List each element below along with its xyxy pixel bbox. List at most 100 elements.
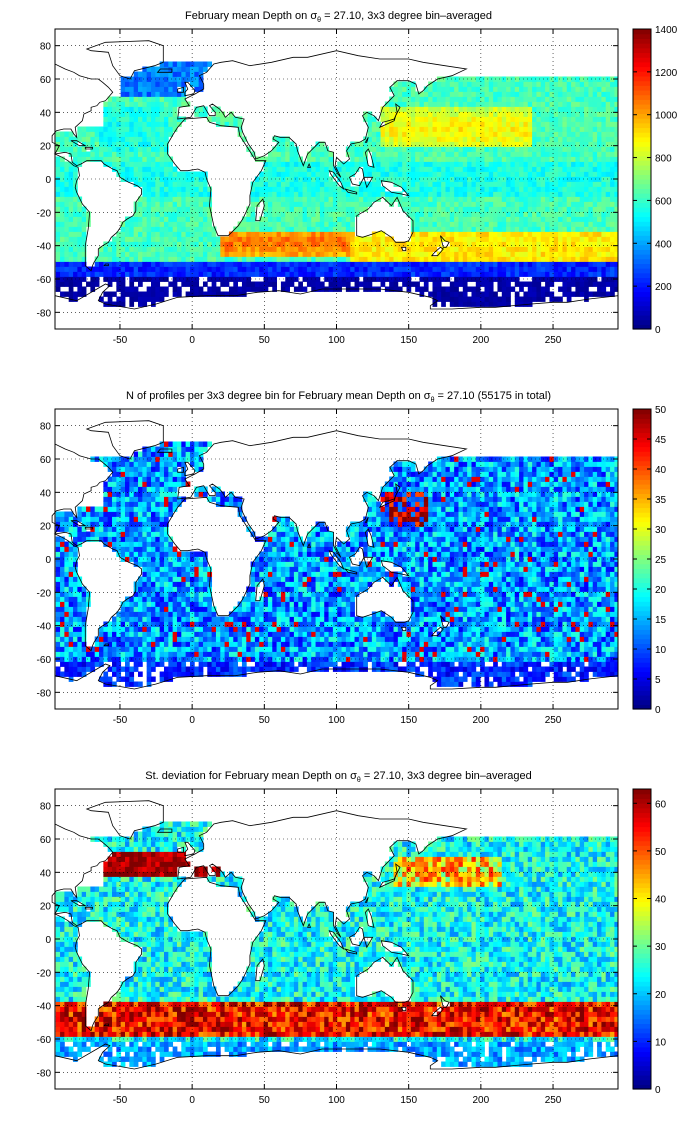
data-cell (155, 171, 161, 177)
data-cell (168, 166, 174, 172)
data-cell (176, 286, 182, 292)
colorbar-step (633, 85, 651, 91)
data-cell (497, 126, 503, 132)
data-cell (64, 541, 70, 547)
data-cell (337, 246, 342, 252)
data-cell (81, 226, 87, 232)
data-cell (211, 291, 217, 297)
data-cell (471, 176, 477, 182)
data-cell (389, 171, 394, 177)
data-cell (159, 276, 165, 282)
data-cell (64, 251, 70, 257)
data-cell (484, 96, 490, 102)
data-cell (545, 216, 550, 222)
data-cell (146, 141, 152, 147)
data-cell (506, 266, 511, 272)
data-cell (298, 191, 303, 197)
data-cell (462, 166, 468, 172)
data-cell (146, 276, 152, 282)
data-cell (138, 281, 143, 287)
data-cell (280, 156, 286, 162)
data-cell (241, 256, 247, 262)
data-cell (86, 211, 91, 217)
data-cell (423, 161, 429, 167)
data-cell (415, 126, 420, 132)
data-cell (410, 166, 416, 172)
data-cell (60, 171, 65, 177)
data-cell (276, 146, 282, 152)
data-cell (138, 101, 143, 107)
data-cell (64, 231, 70, 237)
data-cell (454, 266, 459, 272)
data-cell (423, 221, 429, 227)
data-cell (367, 246, 373, 252)
data-cell (112, 671, 117, 677)
data-cell (350, 266, 355, 272)
data-cell (471, 121, 477, 127)
data-cell (259, 236, 264, 242)
data-cell (55, 581, 61, 587)
data-cell (415, 246, 420, 252)
data-cell (510, 86, 516, 92)
data-cell (488, 191, 494, 197)
data-cell (172, 196, 178, 202)
data-cell (458, 236, 464, 242)
data-cell (419, 206, 425, 212)
data-cell (553, 296, 559, 302)
data-cell (272, 161, 277, 167)
data-cell (77, 586, 83, 592)
data-cell (510, 246, 516, 252)
data-cell (566, 161, 572, 167)
data-cell (306, 151, 312, 157)
data-cell (133, 96, 139, 102)
data-cell (363, 146, 368, 152)
data-cell (536, 226, 542, 232)
data-cell (380, 251, 386, 257)
data-cell (376, 126, 381, 132)
data-cell (497, 271, 503, 277)
data-cell (614, 191, 619, 197)
data-cell (142, 151, 148, 157)
data-cell (107, 256, 113, 262)
data-cell (146, 286, 152, 292)
data-cell (337, 201, 342, 207)
data-cell (324, 231, 329, 237)
data-cell (142, 256, 148, 262)
data-cell (60, 551, 65, 557)
data-cell (393, 161, 399, 167)
data-cell (454, 281, 459, 287)
data-cell (588, 81, 594, 87)
data-cell (605, 91, 611, 97)
data-cell (237, 291, 243, 297)
data-cell (523, 256, 529, 262)
data-cell (484, 101, 490, 107)
data-cell (532, 106, 537, 112)
data-cell (389, 281, 394, 287)
data-cell (584, 241, 589, 247)
data-cell (501, 276, 507, 282)
data-cell (116, 131, 122, 137)
data-cell (276, 186, 282, 192)
data-cell (614, 171, 619, 177)
data-cell (402, 116, 407, 122)
data-cell (371, 116, 377, 122)
data-cell (432, 81, 438, 87)
data-cell (566, 181, 572, 187)
data-cell (501, 251, 507, 257)
data-cell (475, 101, 481, 107)
data-cell (480, 76, 485, 82)
data-cell (328, 236, 334, 242)
data-cell (584, 231, 589, 237)
data-cell (562, 156, 568, 162)
data-cell (112, 111, 117, 117)
data-cell (536, 206, 542, 212)
data-cell (99, 146, 104, 152)
data-cell (146, 206, 152, 212)
data-cell (246, 221, 252, 227)
data-cell (302, 266, 308, 272)
data-cell (198, 106, 204, 112)
data-cell (584, 166, 589, 172)
data-cell (597, 91, 602, 97)
data-cell (293, 216, 299, 222)
data-cell (588, 141, 594, 147)
